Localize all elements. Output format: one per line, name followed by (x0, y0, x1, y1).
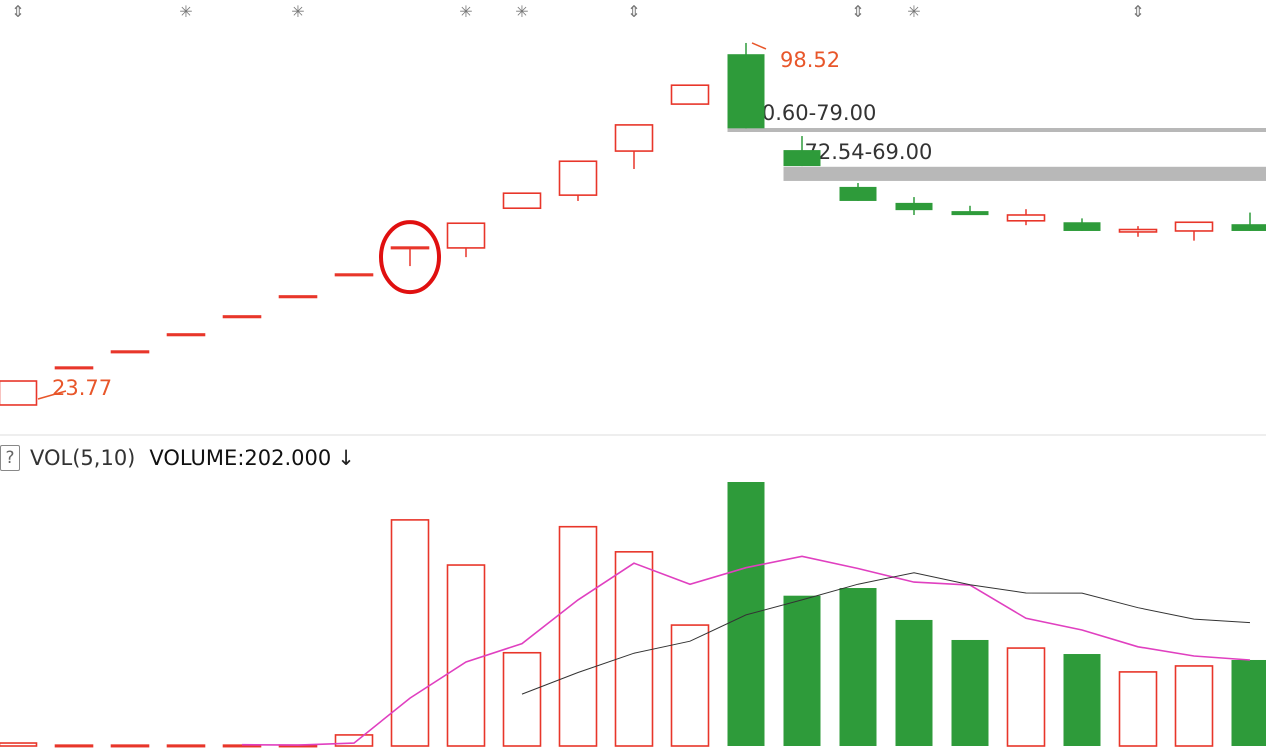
candle (727, 42, 765, 129)
annotation-pointer (751, 42, 767, 50)
price-annotation: 98.52 (780, 48, 840, 72)
candle-body (0, 380, 38, 406)
candle (670, 84, 710, 105)
volume-header: ? VOL(5,10) VOLUME:202.000 ↓ (0, 443, 355, 473)
candle (222, 315, 262, 319)
price-annotation: 23.77 (52, 376, 112, 400)
double-arrow-icon: ⇕ (851, 2, 864, 21)
candle-body (54, 366, 94, 370)
star-burst-icon: ✳ (907, 2, 920, 21)
candle (1174, 221, 1214, 241)
volume-bar (0, 742, 38, 747)
volume-bar (446, 564, 486, 747)
candle-body (502, 192, 542, 210)
volume-bar (1174, 665, 1214, 747)
volume-bar (1063, 654, 1101, 746)
candle (334, 273, 374, 277)
volume-bar (334, 734, 374, 747)
candle (0, 380, 38, 406)
candle-body (1063, 222, 1101, 231)
candle-body (951, 211, 989, 216)
candle-body (1118, 228, 1158, 233)
candle (166, 333, 206, 337)
star-burst-icon: ✳ (515, 2, 528, 21)
volume-bar (502, 651, 542, 747)
candle-body (166, 333, 206, 337)
candle (839, 183, 877, 201)
candle (110, 350, 150, 354)
ma5-line (241, 555, 1251, 746)
candle-body (783, 150, 821, 167)
candle-body (1231, 224, 1266, 231)
volume-bar (614, 551, 654, 747)
volume-bar (670, 624, 710, 747)
volume-bar (110, 744, 150, 748)
candle (783, 136, 821, 167)
volume-readout: VOLUME:202.000 (149, 446, 332, 470)
gap-label: 72.54-69.00 (805, 140, 933, 164)
double-arrow-icon: ⇕ (1131, 2, 1144, 21)
volume-indicator-name: VOL(5,10) (30, 446, 136, 470)
candle-body (670, 84, 710, 105)
volume-bar (390, 519, 430, 747)
candle (1006, 209, 1046, 226)
candle (558, 160, 598, 201)
candle (951, 205, 989, 216)
candle-body (1174, 221, 1214, 232)
volume-bar (727, 482, 765, 746)
help-button[interactable]: ? (0, 445, 20, 471)
candle (1063, 218, 1101, 231)
candle-body (278, 295, 318, 299)
volume-bar (951, 639, 989, 746)
gap-band (727, 128, 1266, 132)
volume-bar (1118, 671, 1158, 747)
gap-band (783, 166, 1266, 181)
candle-body (446, 222, 486, 249)
volume-bar (166, 744, 206, 748)
candle-body (110, 350, 150, 354)
star-burst-icon: ✳ (291, 2, 304, 21)
candle (614, 124, 654, 169)
candle (502, 192, 542, 210)
candle-body (558, 160, 598, 196)
star-burst-icon: ✳ (459, 2, 472, 21)
candle-body (390, 246, 430, 250)
candle-body (334, 273, 374, 277)
candle (278, 295, 318, 299)
volume-bar (558, 525, 598, 747)
volume-bar (783, 595, 821, 746)
candle (895, 197, 933, 215)
candle-body (614, 124, 654, 152)
candle (54, 366, 94, 370)
down-arrow-icon: ↓ (337, 446, 355, 470)
candle-body (839, 186, 877, 201)
volume-bar (839, 588, 877, 746)
annotation-pointer (37, 390, 67, 400)
candle-body (727, 54, 765, 129)
candle (1118, 226, 1158, 237)
ma10-line (521, 572, 1251, 695)
candle-body (895, 202, 933, 211)
volume-bar (54, 744, 94, 748)
volume-bar (1231, 659, 1266, 746)
candle (1231, 212, 1266, 231)
volume-bar (1006, 647, 1046, 747)
gap-label: 80.60-79.00 (749, 101, 877, 125)
candle (446, 222, 486, 258)
candle-body (222, 315, 262, 319)
candle (390, 246, 430, 267)
star-burst-icon: ✳ (179, 2, 192, 21)
volume-bar (895, 619, 933, 746)
double-arrow-icon: ⇕ (627, 2, 640, 21)
double-arrow-icon: ⇕ (11, 2, 24, 21)
candle-body (1006, 214, 1046, 222)
highlight-circle (379, 220, 441, 295)
